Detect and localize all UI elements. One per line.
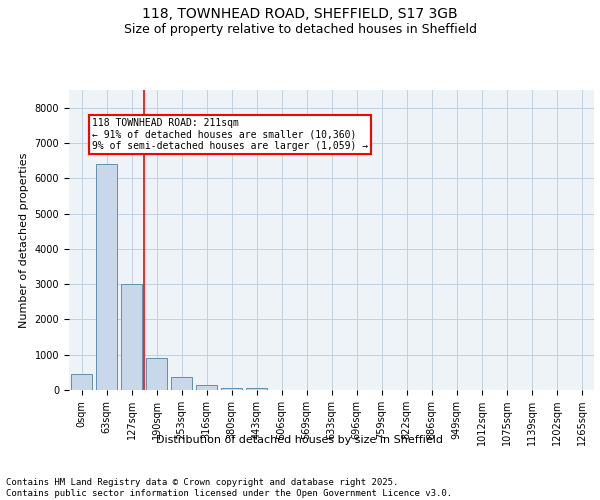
Bar: [171, 376, 192, 390]
Bar: [146, 358, 167, 390]
Text: Contains HM Land Registry data © Crown copyright and database right 2025.
Contai: Contains HM Land Registry data © Crown c…: [6, 478, 452, 498]
Bar: [71, 374, 92, 390]
Bar: [246, 388, 267, 390]
Text: Distribution of detached houses by size in Sheffield: Distribution of detached houses by size …: [157, 435, 443, 445]
Bar: [121, 284, 142, 390]
Bar: [196, 384, 217, 390]
Bar: [221, 388, 242, 390]
Text: 118, TOWNHEAD ROAD, SHEFFIELD, S17 3GB: 118, TOWNHEAD ROAD, SHEFFIELD, S17 3GB: [142, 8, 458, 22]
Y-axis label: Number of detached properties: Number of detached properties: [19, 152, 29, 328]
Text: 118 TOWNHEAD ROAD: 211sqm
← 91% of detached houses are smaller (10,360)
9% of se: 118 TOWNHEAD ROAD: 211sqm ← 91% of detac…: [92, 118, 368, 152]
Bar: [96, 164, 117, 390]
Text: Size of property relative to detached houses in Sheffield: Size of property relative to detached ho…: [124, 22, 476, 36]
